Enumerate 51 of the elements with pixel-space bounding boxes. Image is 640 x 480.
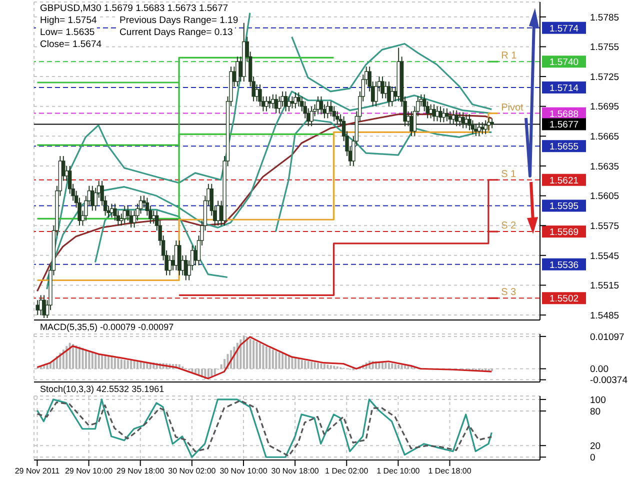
y-tick-label: 1.5665 (590, 132, 620, 143)
y-tick-label: 80 (590, 406, 601, 418)
x-tick-label: 1 Dec 10:00 (376, 466, 420, 476)
y-tick-label: -0.00374 (590, 375, 628, 386)
y-tick-label: 1.5785 (590, 12, 620, 24)
annotation: S 2 (501, 220, 517, 232)
ref-line-label: 1.5677 (549, 120, 579, 131)
annotation: Low= 1.5635 (38, 27, 97, 39)
y-tick-label: 1.5695 (590, 102, 620, 113)
x-tick-label: 1 Dec 02:00 (325, 466, 369, 476)
y-tick-label: 1.5545 (590, 250, 620, 262)
x-tick-label: 29 Nov 2011 (14, 466, 60, 476)
ref-line-label: 1.5502 (549, 294, 579, 305)
ref-line-label: 1.5740 (549, 57, 579, 68)
chart-title: MACD(5,35,5) -0.00079 -0.00097 (38, 322, 176, 332)
x-tick-label: 30 Nov 18:00 (271, 466, 320, 476)
ref-line-label: 1.5536 (549, 260, 579, 271)
annotation: S 1 (501, 168, 517, 180)
y-tick-label: 1.5515 (590, 280, 620, 292)
y-tick-label: 100 (590, 394, 606, 406)
x-tick-label: 30 Nov 02:00 (168, 466, 216, 476)
x-tick-label: 1 Dec 18:00 (428, 466, 472, 476)
y-tick-label: 1.5755 (590, 42, 620, 54)
y-tick-label: 1.5605 (590, 191, 620, 202)
ref-line-label: 1.5621 (549, 175, 579, 186)
annotation: S 3 (501, 287, 517, 298)
ref-line-label: 1.5595 (549, 201, 579, 212)
ref-line-label: 1.5774 (549, 23, 579, 34)
y-tick-label: 1.5725 (590, 72, 620, 83)
y-tick-label: 20 (590, 440, 601, 452)
annotation: Close= 1.5674 (38, 39, 104, 51)
x-tick-label: 29 Nov 10:00 (64, 466, 114, 476)
ref-line-label: 1.5714 (549, 82, 579, 94)
chart-title: GBPUSD,M30 1.5679 1.5683 1.5673 1.5677 (38, 3, 230, 14)
annotation: Current Days Range= 0.13 (118, 27, 235, 39)
y-tick-label: 0.00 (590, 364, 608, 376)
chart-title: Stoch(10,3,3) 42.5532 35.1961 (38, 384, 166, 394)
ref-line-label: 1.5655 (549, 142, 579, 153)
ref-line-label: 1.5569 (549, 227, 579, 238)
ref-line-label: 1.5688 (549, 108, 579, 120)
annotation: High= 1.5754 (38, 15, 99, 27)
y-tick-label: 1.5485 (590, 310, 620, 322)
x-tick-label: 29 Nov 18:00 (116, 466, 165, 476)
annotation: R 1 (501, 50, 518, 62)
annotation: Pivot (501, 102, 524, 114)
y-tick-label: 0 (590, 452, 596, 464)
y-tick-label: 1.5575 (590, 220, 620, 232)
y-tick-label: 0.01097 (590, 332, 624, 343)
y-tick-label: 1.5635 (590, 161, 620, 172)
annotation: Previous Days Range= 1.19 (118, 15, 240, 27)
x-tick-label: 30 Nov 10:00 (220, 466, 268, 476)
